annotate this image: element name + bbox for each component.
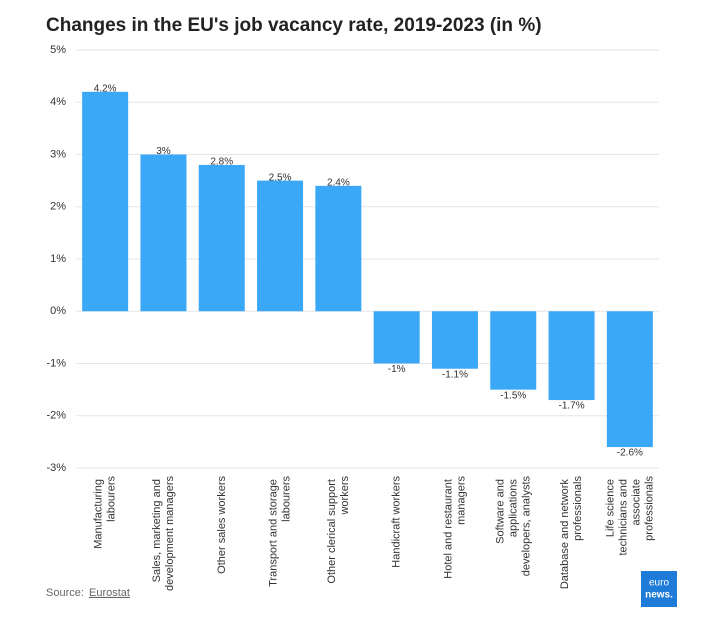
bar bbox=[257, 180, 304, 312]
value-label: 4.2% bbox=[94, 83, 117, 94]
y-tick-label: 1% bbox=[50, 253, 66, 265]
y-tick-label: 2% bbox=[50, 201, 66, 213]
source-link[interactable]: Eurostat bbox=[89, 587, 130, 599]
x-tick-label: Other sales workers bbox=[216, 476, 228, 574]
value-label: 2.4% bbox=[327, 177, 350, 188]
bar bbox=[198, 164, 245, 312]
x-tick-label: Software and applications developers, an… bbox=[494, 476, 532, 577]
y-tick-label: -1% bbox=[46, 357, 66, 369]
value-label: -1% bbox=[388, 364, 406, 375]
source-label: Source: bbox=[46, 587, 84, 599]
bar bbox=[140, 154, 187, 312]
bar bbox=[82, 91, 129, 312]
value-label: 3% bbox=[156, 146, 171, 157]
x-tick-label: Sales, marketing and development manager… bbox=[151, 476, 176, 591]
chart-title: Changes in the EU's job vacancy rate, 20… bbox=[46, 15, 542, 36]
logo-text: news. bbox=[645, 590, 673, 601]
value-label: -1.5% bbox=[500, 390, 526, 401]
y-tick-label: 0% bbox=[50, 305, 66, 317]
x-tick-label: Life science technicians and associate p… bbox=[604, 476, 655, 556]
x-tick-label: Other clerical support workers bbox=[326, 476, 351, 584]
bar bbox=[490, 311, 537, 390]
value-label: 2.8% bbox=[210, 157, 233, 168]
y-tick-label: -2% bbox=[46, 410, 66, 422]
x-tick-label: Handicraft workers bbox=[391, 476, 403, 568]
x-tick-label: Manufacturing labourers bbox=[93, 476, 118, 549]
y-tick-label: -3% bbox=[46, 462, 66, 474]
y-tick-label: 5% bbox=[50, 44, 66, 56]
bar bbox=[606, 311, 653, 448]
logo-text: euro bbox=[649, 578, 669, 589]
x-tick-label: Hotel and restaurant managers bbox=[442, 476, 467, 579]
value-label: 2.5% bbox=[269, 172, 292, 183]
value-label: -2.6% bbox=[617, 448, 643, 459]
bar bbox=[548, 311, 595, 401]
value-label: -1.1% bbox=[442, 369, 468, 380]
bar bbox=[373, 311, 420, 364]
value-label: -1.7% bbox=[558, 401, 584, 412]
x-tick-label: Transport and storage labourers bbox=[267, 476, 292, 587]
logo-box bbox=[641, 571, 677, 607]
bar bbox=[431, 311, 478, 369]
y-tick-label: 3% bbox=[50, 148, 66, 160]
y-tick-label: 4% bbox=[50, 96, 66, 108]
x-tick-label: Database and network professionals bbox=[559, 476, 584, 590]
bar bbox=[315, 185, 362, 312]
